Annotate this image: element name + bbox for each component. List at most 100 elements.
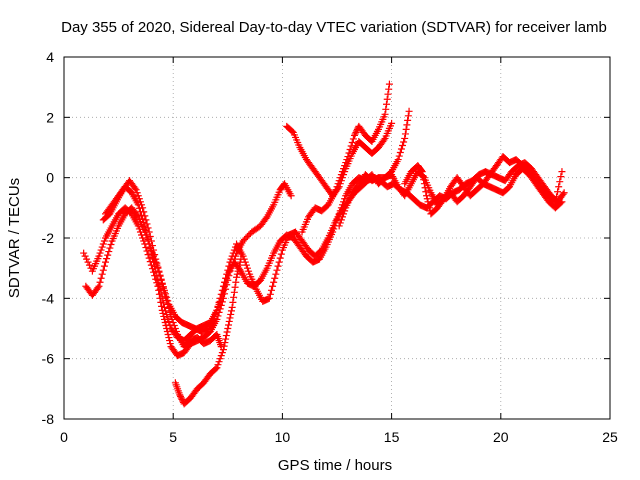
data-point [214,361,222,369]
x-tick-label: 15 [384,429,400,445]
data-point [237,255,245,263]
data-point [100,262,108,270]
data-point [425,204,433,212]
data-point [271,274,279,282]
data-point [161,318,169,326]
data-point [133,211,141,219]
data-point [234,267,242,275]
data-point [218,290,226,298]
data-point [388,119,396,127]
data-point [96,249,104,257]
data-point [350,131,358,139]
data-point [233,270,241,278]
data-point [236,258,244,266]
data-point [172,328,180,336]
data-point [142,216,150,224]
data-point [385,85,393,93]
data-point [133,189,141,197]
data-point [214,303,222,311]
data-point [397,145,405,153]
x-tick-label: 20 [493,429,509,445]
data-point [101,258,109,266]
data-point [380,136,388,144]
data-point [165,334,173,342]
data-point [221,339,229,347]
data-point [80,249,88,257]
data-point [235,264,243,272]
data-point [274,262,282,270]
data-point [229,249,237,257]
data-point [396,149,404,157]
data-point [157,276,165,284]
data-point [138,201,146,209]
data-point [154,264,162,272]
data-point [94,284,102,292]
data-point [394,156,402,164]
data-point [213,364,221,372]
marks-layer [80,80,568,408]
series-7 [298,80,393,236]
data-point [224,325,232,332]
data-point [336,174,344,182]
data-point [160,315,168,323]
data-point [151,255,159,263]
data-point [162,292,170,300]
data-point [403,121,411,129]
data-point [265,294,273,302]
data-point [222,335,230,343]
data-point [227,255,235,263]
data-point [103,255,111,263]
data-point [341,207,349,215]
data-point [404,116,412,124]
data-point [218,349,226,357]
data-point [95,252,103,260]
data-point [552,193,560,201]
data-point [220,342,228,350]
series-5 [171,255,245,408]
data-point [141,212,149,220]
data-point [178,395,186,403]
data-point [106,244,114,252]
data-point [217,294,225,302]
data-point [235,261,243,269]
data-point [400,138,408,146]
data-point [351,130,359,138]
data-point [228,303,236,311]
data-point [217,352,225,360]
y-tick-label: 0 [46,170,54,186]
data-point [226,314,234,322]
data-point [341,195,349,203]
y-tick-label: -8 [42,411,55,427]
data-point [98,270,106,278]
data-point [164,300,172,308]
data-point [170,321,178,329]
data-point [419,172,427,180]
data-point [560,189,568,197]
data-point [135,195,143,203]
data-point [229,298,237,306]
data-point [334,180,342,188]
data-point [382,105,390,113]
data-point [213,306,221,314]
data-point [245,267,253,275]
data-point [144,237,152,245]
data-point [144,224,152,232]
data-point [104,251,112,259]
data-point [96,278,104,286]
data-point [554,188,562,196]
data-point [288,127,296,135]
data-point [216,297,224,305]
data-point [340,165,348,173]
y-tick-label: -2 [42,230,55,246]
data-point [148,249,156,257]
data-point [227,307,235,315]
data-point [276,254,284,262]
data-point [338,213,346,221]
data-point [330,225,338,233]
data-point [420,176,428,184]
series-8 [335,107,413,230]
data-point [277,250,285,258]
data-point [346,146,354,154]
